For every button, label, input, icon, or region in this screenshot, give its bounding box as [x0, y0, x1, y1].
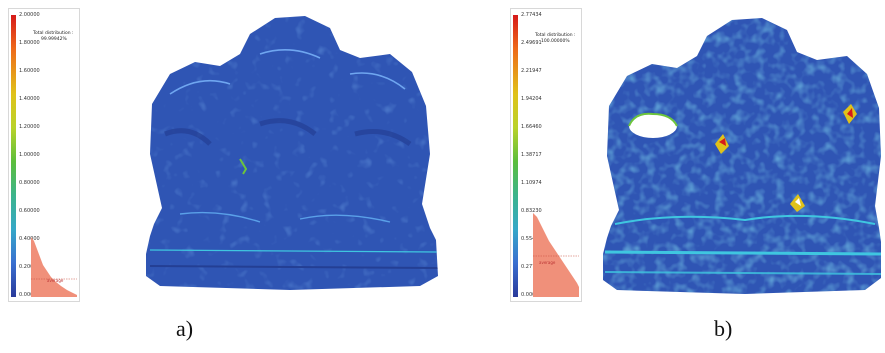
deviation-map-a	[146, 16, 438, 290]
caption-a: a)	[176, 316, 194, 341]
total-distribution-title: Total distribution :	[33, 31, 74, 36]
scale-tick: 1.80000	[19, 40, 40, 46]
hole-highlight	[629, 114, 677, 138]
scale-tick: 2.21947	[521, 68, 542, 74]
caption-b: b)	[714, 316, 733, 341]
color-scale-bar-b	[513, 15, 518, 297]
scale-tick: 0.00000	[19, 292, 40, 298]
scale-tick: 1.20000	[19, 124, 40, 130]
total-distribution-title: Total distribution :	[535, 33, 576, 38]
total-distribution-value: 99.99942%	[41, 37, 67, 42]
panel-b: 2.77434 2.49691 2.21947 1.94204 1.66460 …	[505, 0, 885, 353]
scale-tick: 2.49691	[521, 40, 542, 46]
average-label: average	[47, 278, 64, 283]
color-scale-bar-a	[11, 15, 16, 297]
total-distribution-value: 100.00000%	[541, 39, 570, 44]
scale-tick: 0.83230	[521, 208, 542, 214]
scale-tick: 0.40000	[19, 236, 40, 242]
scale-tick: 1.60000	[19, 68, 40, 74]
scale-tick: 2.77434	[521, 12, 542, 18]
scale-tick: 1.10974	[521, 180, 542, 186]
color-scale-legend-a: 2.00000 1.80000 1.60000 1.40000 1.20000 …	[8, 8, 80, 302]
distribution-histogram-a	[31, 237, 77, 297]
scale-tick: 0.55487	[521, 236, 542, 242]
scale-tick: 0.27743	[521, 264, 542, 270]
histogram-area	[31, 237, 77, 297]
scale-tick: 1.94204	[521, 96, 542, 102]
scale-tick: 1.00000	[19, 152, 40, 158]
scale-tick: 1.38717	[521, 152, 542, 158]
scale-tick: 1.40000	[19, 96, 40, 102]
scale-tick: 0.00000	[521, 292, 542, 298]
distribution-histogram-b	[533, 213, 579, 297]
color-scale-legend-b: 2.77434 2.49691 2.21947 1.94204 1.66460 …	[510, 8, 582, 302]
scale-tick: 0.20000	[19, 264, 40, 270]
scale-tick: 1.66460	[521, 124, 542, 130]
scale-tick: 0.60000	[19, 208, 40, 214]
scale-tick: 0.80000	[19, 180, 40, 186]
scale-tick: 2.00000	[19, 12, 40, 18]
deviation-map-b	[603, 18, 881, 294]
panel-a: 2.00000 1.80000 1.60000 1.40000 1.20000 …	[0, 0, 440, 353]
histogram-area	[533, 213, 579, 297]
average-label: average	[539, 260, 556, 265]
